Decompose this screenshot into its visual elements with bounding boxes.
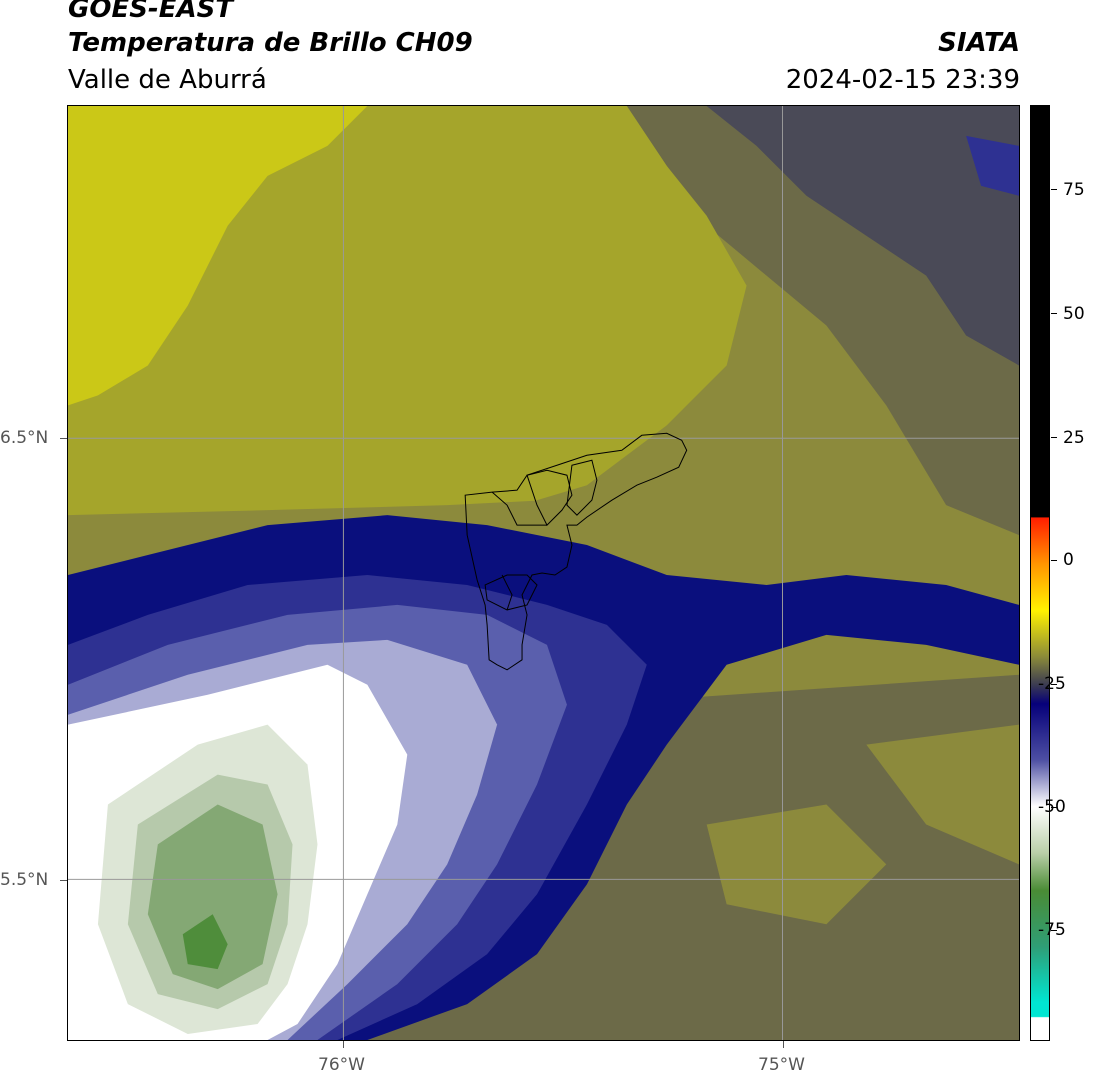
lon-label-75w: 75°W [758, 1055, 805, 1075]
colorbar-gradient [1031, 106, 1049, 1040]
product-title: Temperatura de Brillo CH09 [68, 28, 473, 58]
cb-tick-minus-25 [1051, 684, 1057, 685]
cb-tick-minus-75 [1051, 930, 1057, 931]
cb-tick-25 [1051, 437, 1057, 438]
datetime-label: 2024-02-15 23:39 [785, 65, 1020, 95]
cb-tick-minus-50 [1051, 807, 1057, 808]
cb-tick-75 [1051, 189, 1057, 190]
cb-label-minus-75: -75 [1038, 920, 1066, 940]
municipal-boundaries [464, 432, 688, 671]
lon-tick-76 [343, 1041, 344, 1048]
lat-tick-5-5 [60, 880, 67, 881]
cb-tick-0 [1051, 560, 1057, 561]
cb-label-0: 0 [1063, 550, 1074, 570]
satellite-map [67, 105, 1020, 1041]
lat-label-6-5: 6.5°N [0, 428, 49, 448]
cb-label-minus-50: -50 [1038, 797, 1066, 817]
agency-label: SIATA [938, 28, 1020, 58]
colorbar [1030, 105, 1050, 1041]
lon-tick-75 [783, 1041, 784, 1048]
cb-label-50: 50 [1063, 304, 1085, 324]
lon-label-76w: 76°W [318, 1055, 365, 1075]
satellite-title: GOES-EAST [68, 0, 234, 24]
region-label: Valle de Aburrá [68, 65, 267, 95]
lat-label-5-5: 5.5°N [0, 870, 49, 890]
cb-label-25: 25 [1063, 428, 1085, 448]
cb-label-75: 75 [1063, 180, 1085, 200]
cb-tick-50 [1051, 313, 1057, 314]
brightness-temperature-field [68, 106, 1019, 1040]
lat-tick-6-5 [60, 438, 67, 439]
cb-label-minus-25: -25 [1038, 674, 1066, 694]
